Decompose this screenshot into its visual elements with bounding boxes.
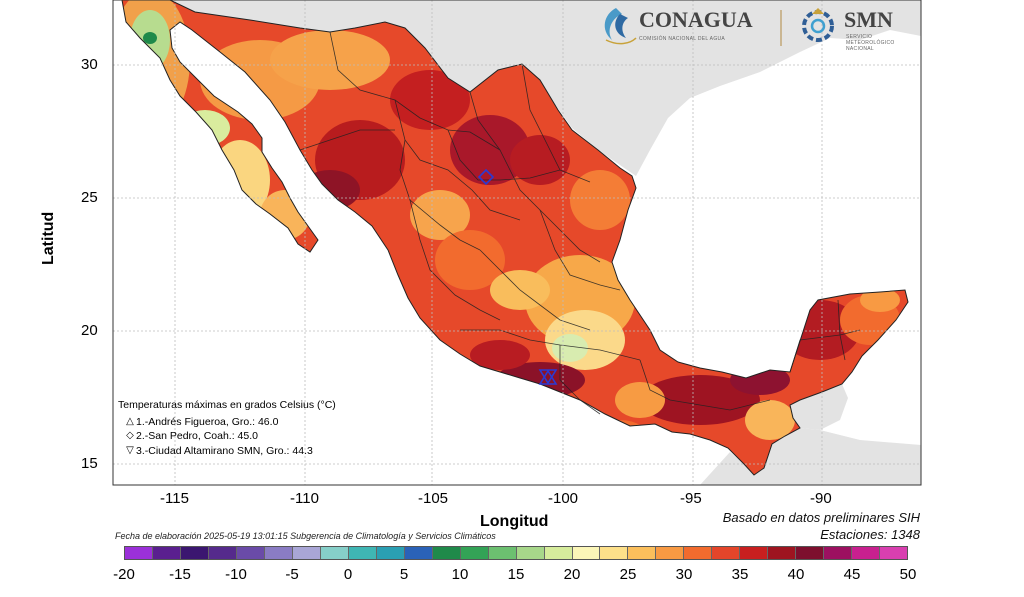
colorbar-swatch (180, 547, 209, 559)
legend-item-text: 1.-Andrés Figueroa, Gro.: 46.0 (136, 415, 279, 428)
colorbar-tick-label: 45 (843, 566, 861, 583)
central-america-land (700, 428, 921, 485)
colorbar-swatch (516, 547, 545, 559)
x-tick-label: -110 (290, 490, 319, 507)
conagua-logo (604, 8, 637, 45)
colorbar (124, 546, 908, 560)
colorbar-tick-label: 30 (675, 566, 693, 583)
x-tick-label: -100 (548, 490, 579, 507)
colorbar-swatch (348, 547, 377, 559)
colorbar-swatch (432, 547, 461, 559)
station-legend: Temperaturas máximas en grados Celsius (… (118, 398, 378, 458)
station-ciudad-altamirano-marker (538, 369, 558, 385)
y-tick-label: 30 (81, 56, 98, 73)
colorbar-swatch (292, 547, 321, 559)
colorbar-swatch (880, 547, 908, 559)
colorbar-swatch (236, 547, 265, 559)
smn-logo-text: SMN (844, 7, 893, 32)
colorbar-tick-label: 50 (899, 566, 917, 583)
legend-item: ▽ 3.-Ciudad Altamirano SMN, Gro.: 44.3 (118, 444, 378, 459)
x-tick-label: -105 (418, 490, 449, 507)
smn-logo-subtitle-3: NACIONAL (846, 46, 874, 52)
smn-logo-subtitle-2: METEOROLÓGICO (846, 40, 895, 46)
y-tick-label: 15 (81, 455, 98, 472)
smn-logo (802, 8, 834, 42)
colorbar-swatch (152, 547, 181, 559)
colorbar-tick-label: -20 (113, 566, 135, 583)
x-tick-label: -115 (160, 490, 189, 507)
colorbar-tick-label: 5 (399, 566, 409, 583)
colorbar-tick-label: 20 (563, 566, 581, 583)
colorbar-swatch (768, 547, 797, 559)
belize-land (790, 384, 848, 430)
colorbar-swatch (796, 547, 825, 559)
y-tick-label: 25 (81, 189, 98, 206)
colorbar-swatch (572, 547, 601, 559)
map-frame (112, 0, 922, 486)
colorbar-swatch (684, 547, 713, 559)
triangle-down-icon: ▽ (126, 444, 134, 456)
station-count: Estaciones: 1348 (820, 527, 920, 542)
colorbar-tick-label: 15 (507, 566, 525, 583)
colorbar-swatch (712, 547, 741, 559)
elaboration-date: Fecha de elaboración 2025-05-19 13:01:15… (115, 531, 496, 541)
colorbar-swatch (852, 547, 881, 559)
colorbar-swatch (600, 547, 629, 559)
colorbar-swatch (320, 547, 349, 559)
data-source-note: Basado en datos preliminares SIH (722, 510, 920, 525)
legend-title: Temperaturas máximas en grados Celsius (… (118, 399, 336, 411)
colorbar-tick-label: -5 (285, 566, 299, 583)
colorbar-tick-label: -15 (169, 566, 191, 583)
colorbar-swatch (824, 547, 853, 559)
colorbar-tick-label: 25 (619, 566, 637, 583)
legend-item: △ 1.-Andrés Figueroa, Gro.: 46.0 (118, 415, 378, 430)
x-tick-label: -90 (810, 490, 832, 507)
diamond-icon: ◇ (126, 430, 134, 441)
colorbar-swatch (404, 547, 433, 559)
station-san-pedro-marker (477, 168, 495, 186)
colorbar-tick-label: 0 (343, 566, 353, 583)
colorbar-swatch (740, 547, 769, 559)
triangle-up-icon: △ (126, 415, 134, 427)
station-markers (477, 168, 558, 385)
colorbar-tick-label: -10 (225, 566, 247, 583)
legend-item-text: 3.-Ciudad Altamirano SMN, Gro.: 44.3 (136, 444, 313, 457)
state-borders (299, 31, 861, 415)
y-tick-label: 20 (81, 322, 98, 339)
x-tick-label: -95 (680, 490, 702, 507)
colorbar-swatch (488, 547, 517, 559)
colorbar-tick-label: 10 (451, 566, 469, 583)
y-axis-title: Latitud (40, 211, 57, 265)
smn-logo-subtitle-1: SERVICIO (846, 34, 873, 40)
x-axis-title: Longitud (480, 513, 549, 530)
conagua-logo-subtitle: COMISIÓN NACIONAL DEL AGUA (639, 36, 726, 42)
colorbar-swatch (264, 547, 293, 559)
grid-lines (113, 0, 921, 485)
conagua-logo-text: CONAGUA (639, 7, 753, 32)
legend-item-text: 2.-San Pedro, Coah.: 45.0 (136, 430, 258, 442)
usa-land (113, 0, 921, 176)
colorbar-swatch (656, 547, 685, 559)
colorbar-swatch (544, 547, 573, 559)
colorbar-tick-label: 40 (787, 566, 805, 583)
legend-item: ◇ 2.-San Pedro, Coah.: 45.0 (118, 429, 378, 444)
colorbar-swatch (208, 547, 237, 559)
colorbar-swatch (125, 547, 153, 559)
colorbar-swatch (628, 547, 657, 559)
colorbar-swatch (376, 547, 405, 559)
colorbar-tick-label: 35 (731, 566, 749, 583)
colorbar-swatch (460, 547, 489, 559)
